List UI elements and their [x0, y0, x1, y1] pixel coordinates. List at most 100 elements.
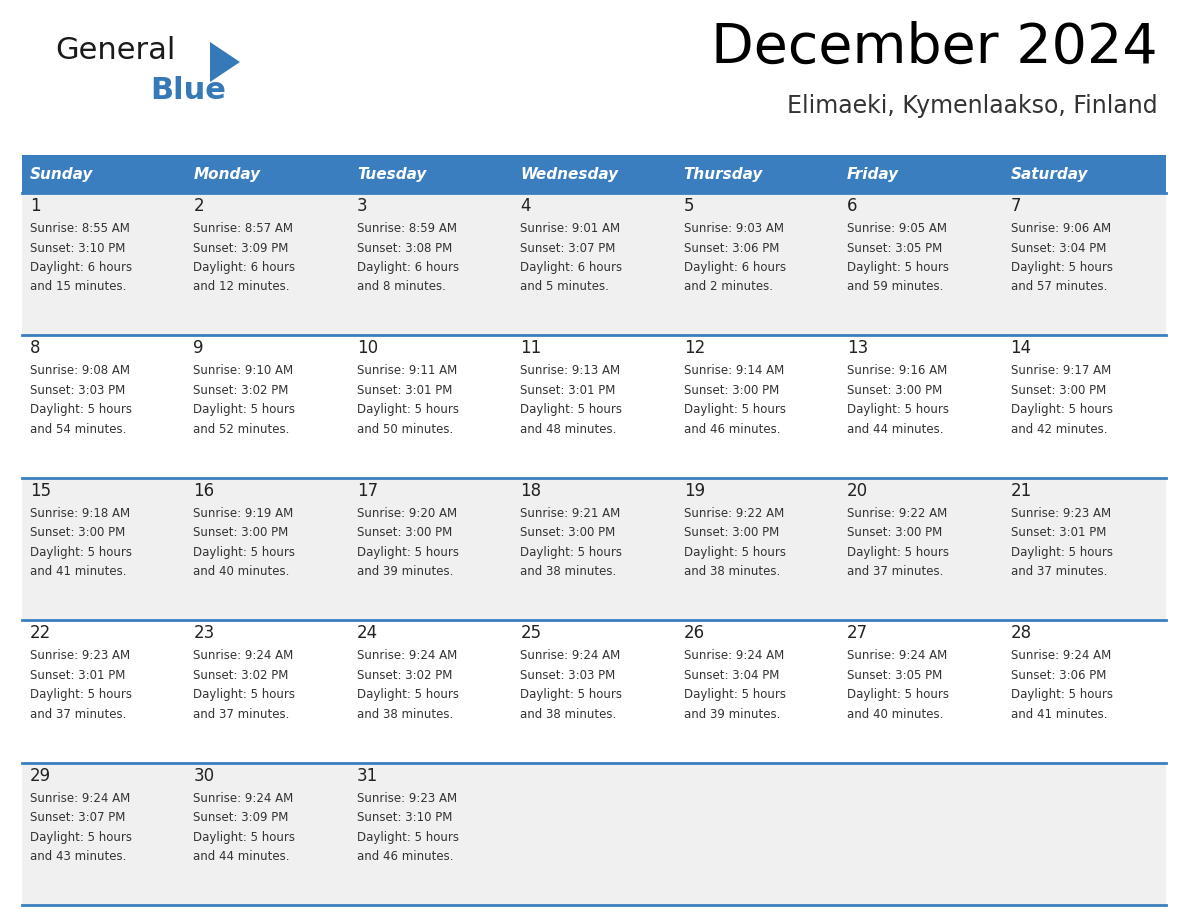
Text: 30: 30	[194, 767, 215, 785]
Text: and 54 minutes.: and 54 minutes.	[30, 423, 126, 436]
Text: 1: 1	[30, 197, 40, 215]
Text: Sunset: 3:08 PM: Sunset: 3:08 PM	[356, 241, 453, 254]
Text: Sunset: 3:00 PM: Sunset: 3:00 PM	[847, 384, 942, 397]
Text: Wednesday: Wednesday	[520, 166, 619, 182]
Bar	[349, 155, 512, 193]
Text: Sunrise: 9:20 AM: Sunrise: 9:20 AM	[356, 507, 457, 520]
Text: Sunrise: 9:24 AM: Sunrise: 9:24 AM	[194, 791, 293, 804]
Text: Sunrise: 9:24 AM: Sunrise: 9:24 AM	[1011, 649, 1111, 662]
Text: Daylight: 5 hours: Daylight: 5 hours	[847, 546, 949, 559]
Text: Sunset: 3:00 PM: Sunset: 3:00 PM	[356, 526, 453, 539]
Text: Sunrise: 9:21 AM: Sunrise: 9:21 AM	[520, 507, 620, 520]
Bar	[839, 155, 1003, 193]
Text: 22: 22	[30, 624, 51, 643]
Text: Sunrise: 9:23 AM: Sunrise: 9:23 AM	[30, 649, 131, 662]
Text: December 2024: December 2024	[712, 21, 1158, 75]
Text: 20: 20	[847, 482, 868, 499]
Text: Sunset: 3:07 PM: Sunset: 3:07 PM	[520, 241, 615, 254]
Text: Daylight: 5 hours: Daylight: 5 hours	[684, 688, 785, 701]
Text: Sunset: 3:06 PM: Sunset: 3:06 PM	[684, 241, 779, 254]
Bar	[23, 155, 185, 193]
Text: Sunrise: 8:55 AM: Sunrise: 8:55 AM	[30, 222, 129, 235]
Text: General: General	[55, 36, 176, 65]
Text: 29: 29	[30, 767, 51, 785]
Text: Sunset: 3:02 PM: Sunset: 3:02 PM	[194, 384, 289, 397]
Text: and 52 minutes.: and 52 minutes.	[194, 423, 290, 436]
Text: Daylight: 5 hours: Daylight: 5 hours	[30, 546, 132, 559]
Text: Sunset: 3:00 PM: Sunset: 3:00 PM	[520, 526, 615, 539]
Text: 19: 19	[684, 482, 704, 499]
Text: 15: 15	[30, 482, 51, 499]
Text: Friday: Friday	[847, 166, 899, 182]
Text: and 5 minutes.: and 5 minutes.	[520, 281, 609, 294]
Text: Sunrise: 9:22 AM: Sunrise: 9:22 AM	[847, 507, 947, 520]
Text: and 42 minutes.: and 42 minutes.	[1011, 423, 1107, 436]
Text: and 38 minutes.: and 38 minutes.	[520, 565, 617, 578]
Text: and 46 minutes.: and 46 minutes.	[356, 850, 454, 863]
Bar	[23, 477, 1165, 621]
Bar	[185, 155, 349, 193]
Text: Daylight: 5 hours: Daylight: 5 hours	[520, 688, 623, 701]
Text: and 40 minutes.: and 40 minutes.	[847, 708, 943, 721]
Text: Sunrise: 9:16 AM: Sunrise: 9:16 AM	[847, 364, 947, 377]
Text: Sunset: 3:09 PM: Sunset: 3:09 PM	[194, 241, 289, 254]
Text: Thursday: Thursday	[684, 166, 763, 182]
Text: Daylight: 5 hours: Daylight: 5 hours	[847, 688, 949, 701]
Text: 12: 12	[684, 340, 704, 357]
Text: Sunrise: 9:24 AM: Sunrise: 9:24 AM	[520, 649, 620, 662]
Text: Sunset: 3:03 PM: Sunset: 3:03 PM	[520, 668, 615, 682]
Text: Daylight: 5 hours: Daylight: 5 hours	[847, 261, 949, 274]
Text: Daylight: 5 hours: Daylight: 5 hours	[1011, 546, 1113, 559]
Text: 25: 25	[520, 624, 542, 643]
Text: and 38 minutes.: and 38 minutes.	[520, 708, 617, 721]
Text: Sunrise: 9:05 AM: Sunrise: 9:05 AM	[847, 222, 947, 235]
Text: 14: 14	[1011, 340, 1031, 357]
Text: 9: 9	[194, 340, 204, 357]
Text: Blue: Blue	[150, 76, 226, 105]
Text: Daylight: 5 hours: Daylight: 5 hours	[356, 403, 459, 417]
Text: Daylight: 6 hours: Daylight: 6 hours	[30, 261, 132, 274]
Bar	[23, 621, 1165, 763]
Text: Sunrise: 9:19 AM: Sunrise: 9:19 AM	[194, 507, 293, 520]
Text: 24: 24	[356, 624, 378, 643]
Text: Sunrise: 9:10 AM: Sunrise: 9:10 AM	[194, 364, 293, 377]
Text: Sunset: 3:00 PM: Sunset: 3:00 PM	[684, 526, 779, 539]
Text: and 40 minutes.: and 40 minutes.	[194, 565, 290, 578]
Text: Daylight: 5 hours: Daylight: 5 hours	[847, 403, 949, 417]
Text: 27: 27	[847, 624, 868, 643]
Text: and 43 minutes.: and 43 minutes.	[30, 850, 126, 863]
Text: Daylight: 5 hours: Daylight: 5 hours	[194, 688, 296, 701]
Text: Daylight: 6 hours: Daylight: 6 hours	[194, 261, 296, 274]
Text: Tuesday: Tuesday	[356, 166, 426, 182]
Text: Saturday: Saturday	[1011, 166, 1088, 182]
Text: Sunset: 3:04 PM: Sunset: 3:04 PM	[1011, 241, 1106, 254]
Text: Daylight: 6 hours: Daylight: 6 hours	[356, 261, 459, 274]
Bar	[23, 193, 1165, 335]
Text: 18: 18	[520, 482, 542, 499]
Text: Sunset: 3:07 PM: Sunset: 3:07 PM	[30, 812, 126, 824]
Text: Sunrise: 9:01 AM: Sunrise: 9:01 AM	[520, 222, 620, 235]
Text: Sunset: 3:01 PM: Sunset: 3:01 PM	[356, 384, 453, 397]
Text: 10: 10	[356, 340, 378, 357]
Text: Daylight: 5 hours: Daylight: 5 hours	[356, 546, 459, 559]
Bar	[512, 155, 676, 193]
Text: Sunrise: 9:23 AM: Sunrise: 9:23 AM	[1011, 507, 1111, 520]
Text: Sunrise: 9:08 AM: Sunrise: 9:08 AM	[30, 364, 129, 377]
Text: Sunset: 3:10 PM: Sunset: 3:10 PM	[30, 241, 126, 254]
Text: Sunrise: 9:23 AM: Sunrise: 9:23 AM	[356, 791, 457, 804]
Text: Sunrise: 9:24 AM: Sunrise: 9:24 AM	[30, 791, 131, 804]
Text: 28: 28	[1011, 624, 1031, 643]
Text: and 38 minutes.: and 38 minutes.	[356, 708, 453, 721]
Text: Daylight: 5 hours: Daylight: 5 hours	[194, 546, 296, 559]
Bar	[1003, 155, 1165, 193]
Text: Sunrise: 9:22 AM: Sunrise: 9:22 AM	[684, 507, 784, 520]
Text: and 38 minutes.: and 38 minutes.	[684, 565, 781, 578]
Text: and 8 minutes.: and 8 minutes.	[356, 281, 446, 294]
Text: and 44 minutes.: and 44 minutes.	[194, 850, 290, 863]
Text: 23: 23	[194, 624, 215, 643]
Text: 5: 5	[684, 197, 694, 215]
Text: Sunset: 3:02 PM: Sunset: 3:02 PM	[194, 668, 289, 682]
Text: Daylight: 6 hours: Daylight: 6 hours	[520, 261, 623, 274]
Bar	[23, 335, 1165, 477]
Text: Elimaeki, Kymenlaakso, Finland: Elimaeki, Kymenlaakso, Finland	[788, 94, 1158, 118]
